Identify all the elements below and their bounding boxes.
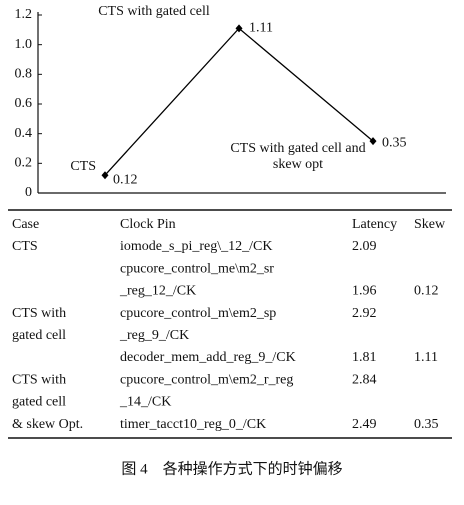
table-cell: _reg_9_/CK	[119, 328, 189, 343]
table-cell: cpucore_control_m\em2_r_reg	[120, 372, 293, 387]
table-cell: iomode_s_pi_reg\_12_/CK	[120, 239, 272, 254]
table-cell: & skew Opt.	[12, 417, 83, 432]
y-tick-label: 0	[25, 185, 32, 200]
table-cell: CTS	[12, 239, 38, 254]
table-cell: 2.09	[352, 239, 377, 254]
point	[369, 137, 377, 146]
category-label: CTS with gated cell and skew opt	[230, 141, 366, 173]
table-cell: cpucore_control_m\em2_sp	[120, 306, 276, 321]
y-tick-label: 0.4	[15, 126, 33, 141]
table-cell: timer_tacct10_reg_0_/CK	[120, 417, 266, 432]
table-header: Case	[12, 217, 39, 232]
table-cell: 2.84	[352, 372, 377, 387]
value-label: 1.11	[249, 21, 273, 36]
table-cell: gated cell	[12, 395, 66, 410]
point	[101, 171, 109, 180]
y-tick-label: 0.8	[15, 67, 33, 82]
table-cell: 2.92	[352, 306, 377, 321]
y-tick-label: 1.2	[15, 7, 33, 22]
table-cell: _14_/CK	[119, 395, 171, 410]
y-tick-label: 0.6	[15, 96, 33, 111]
table-cell: CTS with	[12, 372, 66, 387]
table-cell: 0.12	[414, 284, 439, 299]
category-label: CTS with gated cell	[98, 4, 210, 20]
table-header: Latency	[352, 217, 397, 232]
y-tick-label: 1.0	[15, 37, 33, 52]
category-label: CTS	[70, 159, 96, 175]
table-cell: 1.11	[414, 350, 438, 365]
table-cell: cpucore_control_me\m2_sr	[120, 261, 274, 276]
table-cell: 2.49	[352, 417, 377, 432]
table-cell: _reg_12_/CK	[119, 284, 196, 299]
y-tick-label: 0.2	[15, 156, 33, 171]
table-cell: 0.35	[414, 417, 439, 432]
table-header: Clock Pin	[120, 217, 176, 232]
table-cell: CTS with	[12, 306, 66, 321]
caption: 图 4 各种操作方式下的时钟偏移	[121, 460, 342, 477]
point	[235, 24, 243, 33]
table-cell: gated cell	[12, 328, 66, 343]
value-label: 0.35	[382, 135, 407, 150]
table-cell: 1.81	[352, 350, 377, 365]
value-label: 0.12	[113, 172, 138, 187]
table-cell: 1.96	[352, 284, 377, 299]
table-cell: decoder_mem_add_reg_9_/CK	[120, 350, 296, 365]
table-header: Skew	[414, 217, 446, 232]
